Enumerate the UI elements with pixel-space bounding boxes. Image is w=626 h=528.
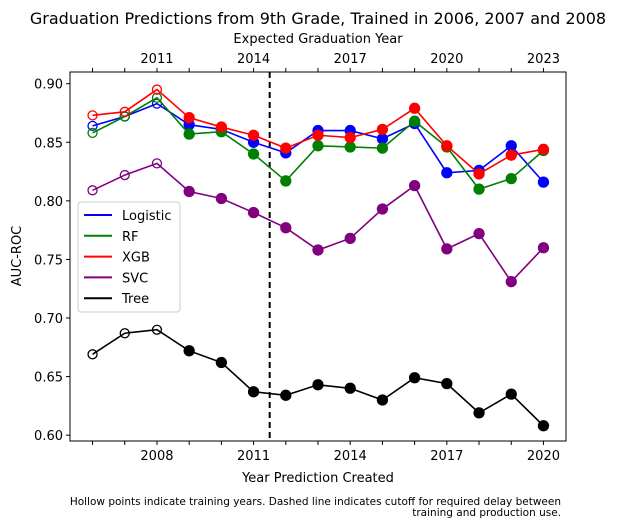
data-point-svc <box>505 276 517 288</box>
x-tick-label: 2008 <box>140 449 173 464</box>
data-point-tree <box>247 386 260 398</box>
caption-line-1: Hollow points indicate training years. D… <box>70 496 561 508</box>
data-point-logistic <box>87 120 98 132</box>
data-point-rf <box>183 128 195 140</box>
data-point-xgb <box>280 142 292 154</box>
data-point-svc <box>312 244 324 256</box>
data-point-xgb <box>87 110 98 121</box>
data-point-tree <box>151 324 163 335</box>
data-point-xgb <box>376 123 389 136</box>
y-tick-label: 0.85 <box>34 136 63 151</box>
data-point-svc <box>183 185 195 198</box>
data-point-rf <box>473 183 485 195</box>
data-point-tree <box>376 394 389 406</box>
data-point-rf <box>151 92 163 103</box>
data-point-tree <box>87 349 98 360</box>
y-tick-label: 0.60 <box>34 429 63 444</box>
top-x-tick-label: 2023 <box>527 52 560 67</box>
data-point-tree <box>280 389 292 401</box>
data-point-svc <box>280 222 292 234</box>
x-tick-label: 2020 <box>527 449 560 464</box>
data-point-logistic <box>537 176 550 188</box>
data-point-tree <box>119 328 130 339</box>
data-point-rf <box>376 142 389 154</box>
data-point-rf <box>247 148 260 160</box>
x-tick-label: 2014 <box>334 449 367 464</box>
data-point-rf <box>312 140 324 152</box>
data-point-xgb <box>473 168 485 180</box>
data-point-xgb <box>215 121 228 133</box>
data-point-tree <box>183 345 195 357</box>
x-tick-label: 2011 <box>237 449 270 464</box>
data-point-tree <box>344 382 356 394</box>
data-point-svc <box>215 192 228 205</box>
data-point-logistic <box>505 140 517 152</box>
data-point-xgb <box>344 131 356 144</box>
data-point-xgb <box>408 102 421 114</box>
data-point-xgb <box>119 106 130 117</box>
data-point-tree <box>408 372 421 384</box>
caption-line-2: training and production use. <box>412 507 561 519</box>
data-point-svc <box>473 228 485 240</box>
legend-label: SVC <box>122 271 148 286</box>
data-point-svc <box>408 179 421 192</box>
data-point-svc <box>441 243 453 255</box>
x-tick-label: 2017 <box>430 449 463 464</box>
top-x-tick-label: 2014 <box>237 52 270 67</box>
data-point-xgb <box>247 129 260 141</box>
y-tick-label: 0.80 <box>34 195 63 210</box>
y-tick-label: 0.70 <box>34 312 63 327</box>
data-point-xgb <box>537 143 550 155</box>
data-point-rf <box>344 141 356 153</box>
top-x-tick-label: 2020 <box>430 52 463 67</box>
chart-title: Graduation Predictions from 9th Grade, T… <box>30 9 606 28</box>
data-point-svc <box>376 203 389 215</box>
data-point-tree <box>441 377 453 390</box>
data-point-svc <box>119 169 130 181</box>
data-point-logistic <box>441 167 453 179</box>
data-point-rf <box>505 172 517 185</box>
data-point-rf <box>408 115 421 127</box>
data-point-svc <box>151 158 163 169</box>
data-point-xgb <box>441 140 453 152</box>
legend-label: Logistic <box>122 209 171 224</box>
data-point-rf <box>87 127 98 139</box>
plot-frame <box>69 71 567 442</box>
top-x-axis-label: Expected Graduation Year <box>233 32 403 47</box>
top-x-tick-label: 2017 <box>334 52 367 67</box>
legend-label: Tree <box>121 292 149 307</box>
data-point-logistic <box>376 133 389 145</box>
y-tick-label: 0.90 <box>34 78 63 93</box>
data-point-svc <box>247 206 260 219</box>
data-point-svc <box>537 242 550 254</box>
data-point-tree <box>215 356 228 369</box>
data-point-svc <box>344 232 356 244</box>
data-point-xgb <box>505 149 517 161</box>
data-point-tree <box>312 379 324 391</box>
data-point-tree <box>473 407 485 419</box>
y-tick-label: 0.75 <box>34 253 63 268</box>
data-point-xgb <box>312 129 324 141</box>
data-point-rf <box>280 175 292 187</box>
x-axis-label: Year Prediction Created <box>241 471 394 486</box>
top-x-tick-label: 2011 <box>140 52 173 67</box>
data-point-xgb <box>151 84 163 95</box>
legend-label: RF <box>122 230 139 245</box>
data-point-svc <box>87 185 98 196</box>
y-axis-label: AUC-ROC <box>10 226 25 287</box>
legend-label: XGB <box>122 251 150 266</box>
data-point-tree <box>537 420 550 432</box>
legend-box <box>77 201 181 313</box>
y-tick-label: 0.65 <box>34 371 63 386</box>
data-point-xgb <box>183 112 195 124</box>
data-point-tree <box>505 388 517 400</box>
